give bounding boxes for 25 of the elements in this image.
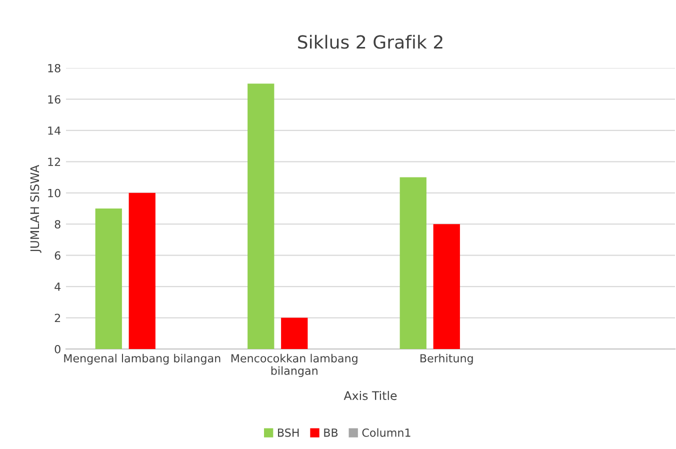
y-tick-label: 4	[54, 282, 61, 291]
y-tick-label: 12	[48, 158, 60, 166]
y-tick-label: 6	[54, 251, 60, 260]
bar	[400, 177, 426, 349]
bar	[95, 208, 122, 349]
y-tick-label: 14	[48, 126, 61, 135]
x-tick-label: Mengenal lambang bilangan	[64, 354, 220, 365]
x-tick-label: Mencocokkan lambang bilangan	[231, 354, 358, 378]
y-tick-label: 16	[48, 95, 60, 104]
chart-title: Siklus 2 Grafik 2	[298, 34, 442, 49]
legend-label: BB	[324, 428, 338, 437]
legend-label: BSH	[278, 428, 299, 437]
bar	[128, 192, 156, 349]
y-tick-label: 2	[54, 314, 60, 322]
y-axis-title: JUMLAH SISWA	[30, 164, 42, 253]
x-tick-label: Berhitung	[420, 354, 473, 365]
y-tick-label: 8	[54, 220, 60, 228]
y-tick-label: 18	[48, 64, 60, 72]
bar	[433, 224, 460, 349]
y-tick-label: 10	[48, 188, 60, 198]
x-axis-title: Axis Title	[344, 390, 397, 400]
y-tick-label: 0	[54, 344, 60, 354]
bar	[281, 318, 308, 349]
bar	[248, 84, 274, 349]
legend-label: Column1	[362, 428, 410, 437]
